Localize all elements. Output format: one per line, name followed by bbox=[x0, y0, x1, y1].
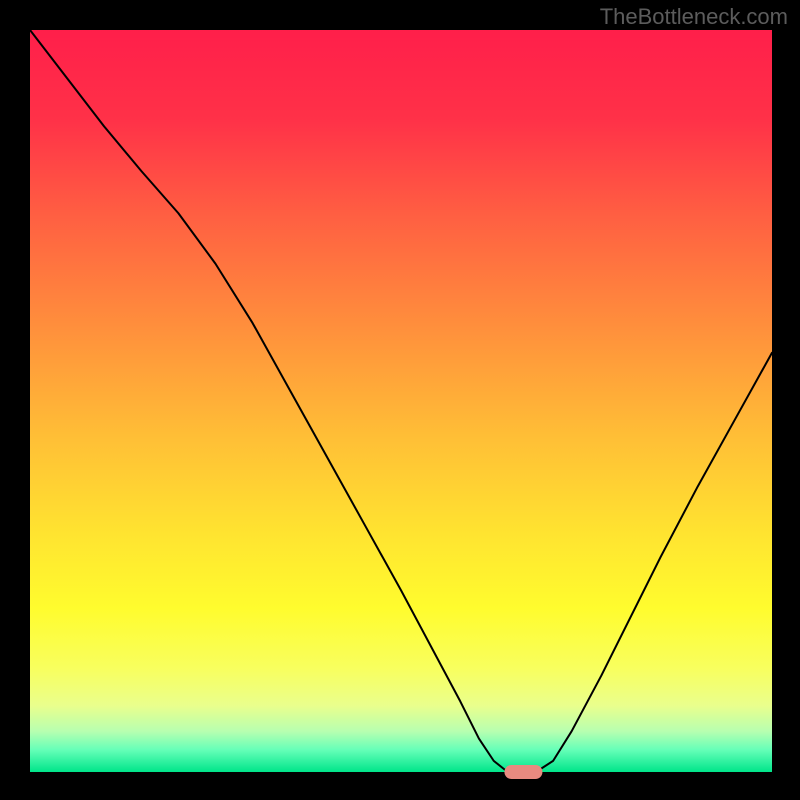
bottleneck-chart bbox=[0, 0, 800, 800]
chart-background bbox=[30, 30, 772, 772]
chart-svg bbox=[0, 0, 800, 800]
optimal-marker bbox=[504, 765, 542, 779]
watermark-text: TheBottleneck.com bbox=[600, 4, 788, 30]
